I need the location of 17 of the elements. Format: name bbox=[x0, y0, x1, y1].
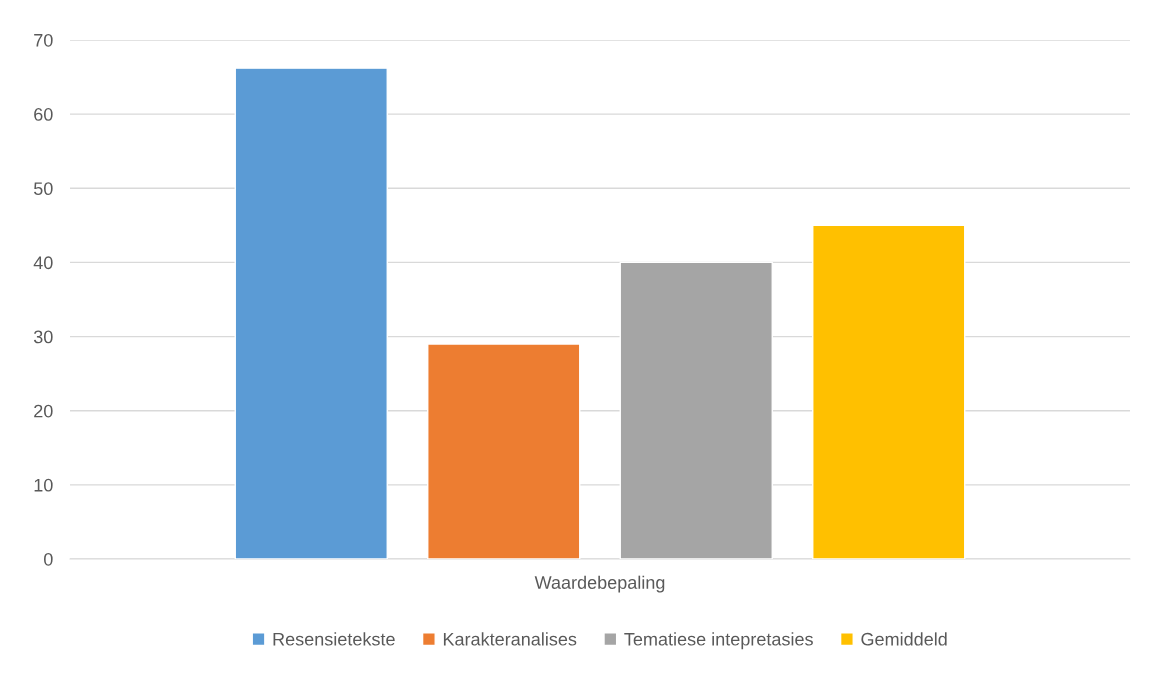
y-tick-label: 30 bbox=[33, 330, 53, 344]
y-tick-label: 40 bbox=[33, 256, 53, 270]
y-tick-label: 60 bbox=[34, 108, 53, 121]
legend-label: Tematiese intepretasies bbox=[624, 632, 813, 650]
legend-label: Karakteranalises bbox=[443, 632, 577, 646]
y-tick-label: 70 bbox=[34, 33, 53, 47]
bar bbox=[427, 343, 581, 559]
legend-label: Resensietekste bbox=[273, 632, 395, 646]
y-tick-label: 50 bbox=[33, 182, 53, 196]
legend-label: Gemiddeld bbox=[861, 632, 947, 646]
bar bbox=[812, 224, 966, 559]
bar bbox=[234, 67, 388, 559]
bar bbox=[619, 261, 773, 559]
y-tick-label: 20 bbox=[34, 404, 53, 418]
y-tick-label: 10 bbox=[34, 478, 53, 492]
x-tick-label: Waardebepaling bbox=[534, 575, 665, 593]
y-tick-label: 0 bbox=[44, 552, 53, 566]
